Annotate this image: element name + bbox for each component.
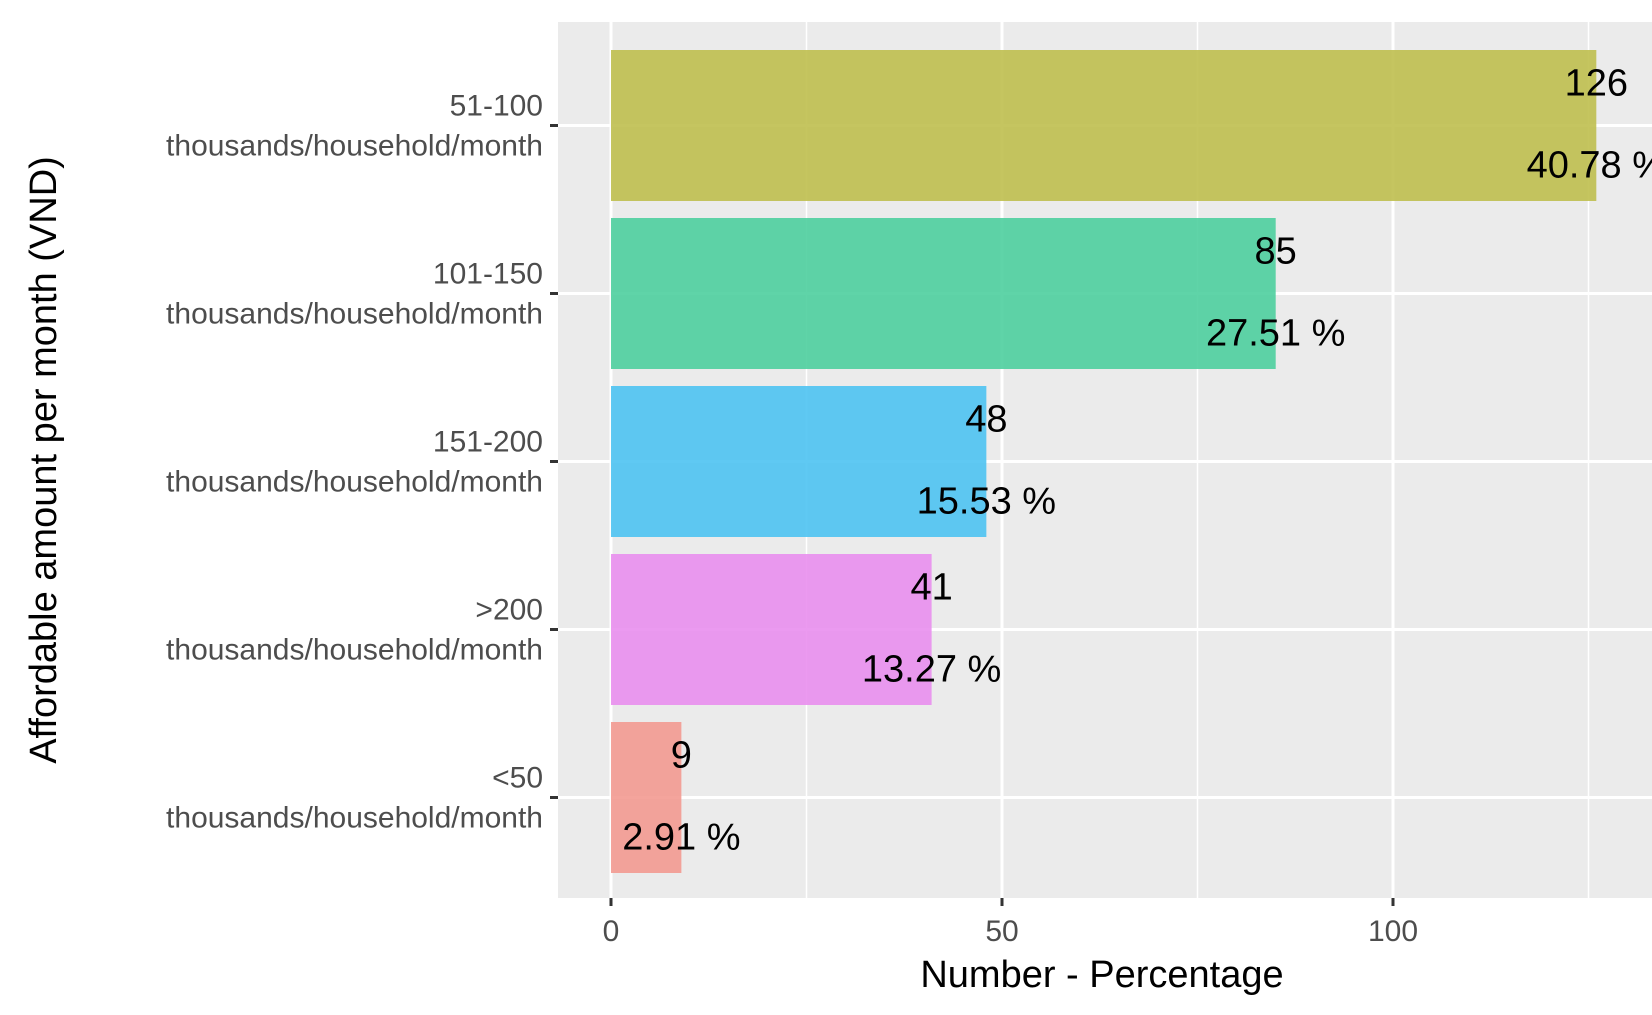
- bar: [611, 386, 987, 537]
- y-tick-label: <50: [492, 762, 543, 795]
- y-tick-label: thousands/household/month: [166, 130, 543, 163]
- y-tick-label: thousands/household/month: [166, 802, 543, 835]
- count-label: 48: [965, 399, 1007, 441]
- x-axis-title: Number - Percentage: [920, 954, 1283, 996]
- percent-label: 2.91 %: [622, 817, 740, 859]
- count-label: 9: [671, 735, 692, 777]
- x-tick-label: 0: [603, 915, 620, 948]
- bar: [611, 218, 1276, 369]
- count-label: 126: [1565, 63, 1628, 105]
- bar: [611, 554, 932, 705]
- y-axis: 51-100 thousands/household/month 101-150 th…: [166, 90, 558, 835]
- bars: [611, 50, 1597, 873]
- count-label: 41: [910, 567, 952, 609]
- x-tick-label: 100: [1368, 915, 1418, 948]
- percent-label: 13.27 %: [862, 649, 1001, 691]
- y-tick-label: thousands/household/month: [166, 634, 543, 667]
- count-label: 85: [1255, 231, 1297, 273]
- x-axis: 0 50 100: [603, 898, 1418, 948]
- x-tick-label: 50: [985, 915, 1018, 948]
- y-tick-label: thousands/household/month: [166, 298, 543, 331]
- y-tick-label: thousands/household/month: [166, 466, 543, 499]
- percent-label: 15.53 %: [917, 481, 1056, 523]
- bar: [611, 722, 682, 873]
- y-tick-label: 101-150: [433, 258, 543, 291]
- percent-label: 40.78 %: [1527, 145, 1652, 187]
- y-tick-label: 51-100: [450, 90, 543, 123]
- y-axis-title: Affordable amount per month (VND): [23, 156, 65, 764]
- data-labels: 126 40.78 % 85 27.51 % 48 15.53 % 41 13.27 % 9 2.…: [622, 63, 1652, 859]
- y-tick-label: 151-200: [433, 426, 543, 459]
- y-tick-label: >200: [475, 594, 543, 627]
- percent-label: 27.51 %: [1206, 313, 1345, 355]
- bar: [611, 50, 1597, 201]
